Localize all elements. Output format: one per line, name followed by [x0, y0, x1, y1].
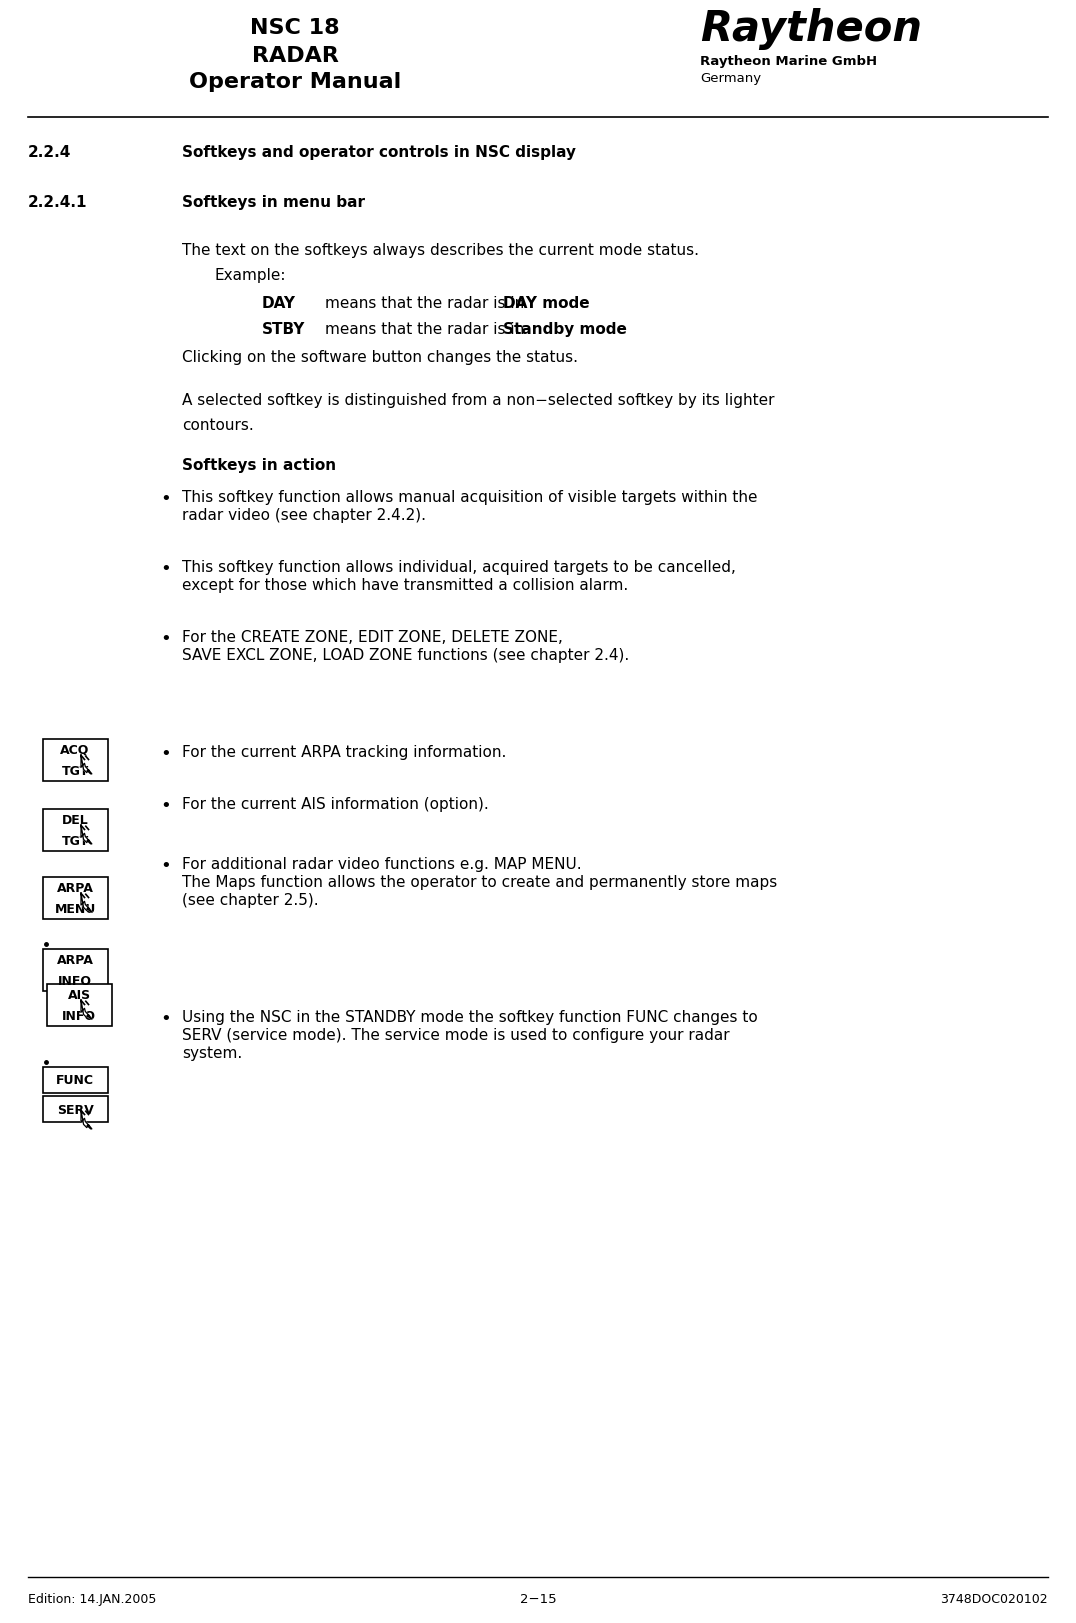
Text: AIS: AIS	[68, 988, 90, 1001]
Bar	[46, 985, 112, 1026]
Polygon shape	[81, 1000, 91, 1019]
Text: 2.2.4: 2.2.4	[28, 144, 71, 161]
Text: 2.2.4.1: 2.2.4.1	[28, 195, 87, 209]
Text: means that the radar is in: means that the radar is in	[325, 321, 529, 338]
Text: FUNC: FUNC	[56, 1074, 94, 1087]
Text: DAY: DAY	[261, 295, 296, 312]
Text: •: •	[160, 490, 171, 508]
Text: Edition: 14.JAN.2005: Edition: 14.JAN.2005	[28, 1592, 156, 1605]
Text: For the current AIS information (option).: For the current AIS information (option)…	[182, 797, 489, 812]
Text: RADAR: RADAR	[252, 45, 339, 67]
Text: (see chapter 2.5).: (see chapter 2.5).	[182, 893, 318, 907]
Text: SERV (service mode). The service mode is used to configure your radar: SERV (service mode). The service mode is…	[182, 1027, 730, 1042]
Text: Softkeys and operator controls in NSC display: Softkeys and operator controls in NSC di…	[182, 144, 576, 161]
Text: Raytheon: Raytheon	[700, 8, 922, 50]
Text: Germany: Germany	[700, 71, 761, 84]
Text: ACQ: ACQ	[60, 743, 89, 756]
Text: Operator Manual: Operator Manual	[189, 71, 401, 93]
Text: For additional radar video functions e.g. MAP MENU.: For additional radar video functions e.g…	[182, 857, 582, 872]
Bar	[42, 949, 108, 992]
Bar	[42, 740, 108, 782]
Bar	[42, 1068, 108, 1094]
Text: radar video (see chapter 2.4.2).: radar video (see chapter 2.4.2).	[182, 508, 426, 523]
Text: •: •	[160, 745, 171, 763]
Text: SERV: SERV	[57, 1102, 94, 1117]
Text: Raytheon Marine GmbH: Raytheon Marine GmbH	[700, 55, 877, 68]
Text: means that the radar is in: means that the radar is in	[325, 295, 529, 312]
Bar	[42, 810, 108, 852]
Text: Clicking on the software button changes the status.: Clicking on the software button changes …	[182, 351, 578, 365]
Text: INFO: INFO	[58, 974, 93, 987]
Text: NSC 18: NSC 18	[251, 18, 340, 37]
Polygon shape	[81, 1110, 91, 1130]
Text: This softkey function allows individual, acquired targets to be cancelled,: This softkey function allows individual,…	[182, 560, 736, 575]
Text: INFO: INFO	[62, 1010, 96, 1022]
Text: 2−15: 2−15	[520, 1592, 556, 1605]
Text: The Maps function allows the operator to create and permanently store maps: The Maps function allows the operator to…	[182, 875, 777, 889]
Text: STBY: STBY	[261, 321, 306, 338]
Text: contours.: contours.	[182, 417, 254, 433]
Text: DEL: DEL	[61, 813, 88, 826]
Text: MENU: MENU	[55, 902, 96, 915]
Text: •: •	[160, 1010, 171, 1027]
Polygon shape	[81, 826, 91, 844]
Text: For the current ARPA tracking information.: For the current ARPA tracking informatio…	[182, 745, 507, 760]
Text: ARPA: ARPA	[57, 881, 94, 894]
Bar	[42, 878, 108, 920]
Text: Softkeys in menu bar: Softkeys in menu bar	[182, 195, 365, 209]
Text: ARPA: ARPA	[57, 953, 94, 966]
Text: •: •	[160, 630, 171, 648]
Text: 3748DOC020102: 3748DOC020102	[940, 1592, 1048, 1605]
Text: Standby mode: Standby mode	[502, 321, 627, 338]
Text: This softkey function allows manual acquisition of visible targets within the: This softkey function allows manual acqu…	[182, 490, 758, 505]
Text: The text on the softkeys always describes the current mode status.: The text on the softkeys always describe…	[182, 243, 699, 258]
Text: TGT: TGT	[61, 764, 88, 777]
Text: TGT: TGT	[61, 834, 88, 847]
Text: A selected softkey is distinguished from a non−selected softkey by its lighter: A selected softkey is distinguished from…	[182, 393, 775, 407]
Bar	[42, 1096, 108, 1123]
Text: system.: system.	[182, 1045, 242, 1060]
Text: DAY mode: DAY mode	[502, 295, 590, 312]
Polygon shape	[81, 756, 91, 774]
Text: •: •	[160, 797, 171, 815]
Text: SAVE EXCL ZONE, LOAD ZONE functions (see chapter 2.4).: SAVE EXCL ZONE, LOAD ZONE functions (see…	[182, 648, 629, 662]
Text: •: •	[160, 857, 171, 875]
Text: •: •	[160, 560, 171, 578]
Text: For the CREATE ZONE, EDIT ZONE, DELETE ZONE,: For the CREATE ZONE, EDIT ZONE, DELETE Z…	[182, 630, 563, 644]
Text: except for those which have transmitted a collision alarm.: except for those which have transmitted …	[182, 578, 628, 592]
Text: Using the NSC in the STANDBY mode the softkey function FUNC changes to: Using the NSC in the STANDBY mode the so…	[182, 1010, 758, 1024]
Polygon shape	[81, 893, 91, 912]
Text: Softkeys in action: Softkeys in action	[182, 458, 336, 472]
Text: Example:: Example:	[215, 268, 286, 282]
